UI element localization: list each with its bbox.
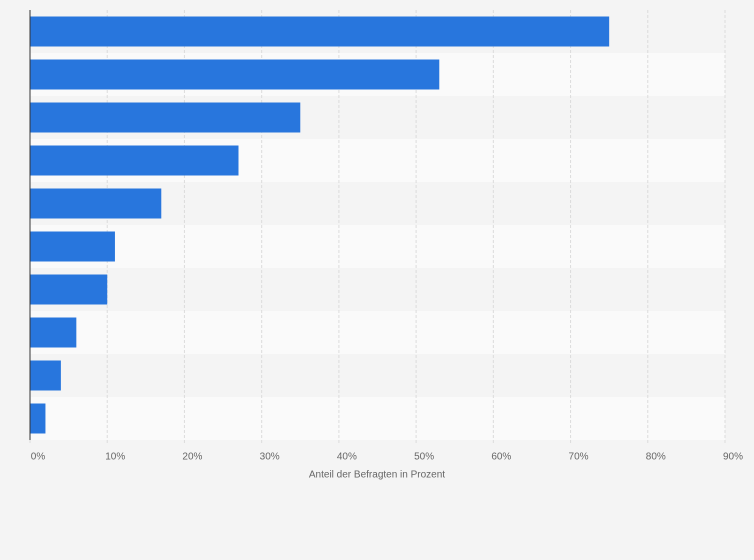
bar xyxy=(30,317,77,348)
bar xyxy=(30,188,162,219)
x-tick-label: 20% xyxy=(182,452,202,463)
bar xyxy=(30,59,440,90)
row-band xyxy=(30,268,725,311)
bar xyxy=(30,403,46,434)
x-tick-label: 10% xyxy=(105,452,125,463)
x-axis-title: Anteil der Befragten in Prozent xyxy=(309,470,445,481)
bar xyxy=(30,274,108,305)
row-band xyxy=(30,397,725,440)
bar xyxy=(30,145,239,176)
bar xyxy=(30,360,61,391)
x-tick-label: 40% xyxy=(337,452,357,463)
row-band xyxy=(30,311,725,354)
x-tick-label: 50% xyxy=(414,452,434,463)
row-band xyxy=(30,354,725,397)
x-tick-label: 60% xyxy=(491,452,511,463)
x-tick-label: 0% xyxy=(31,452,46,463)
x-tick-label: 70% xyxy=(569,452,589,463)
bar xyxy=(30,102,301,133)
x-tick-label: 30% xyxy=(260,452,280,463)
x-tick-label: 90% xyxy=(723,452,743,463)
bar xyxy=(30,16,610,47)
bar xyxy=(30,231,115,262)
row-band xyxy=(30,225,725,268)
x-tick-label: 80% xyxy=(646,452,666,463)
